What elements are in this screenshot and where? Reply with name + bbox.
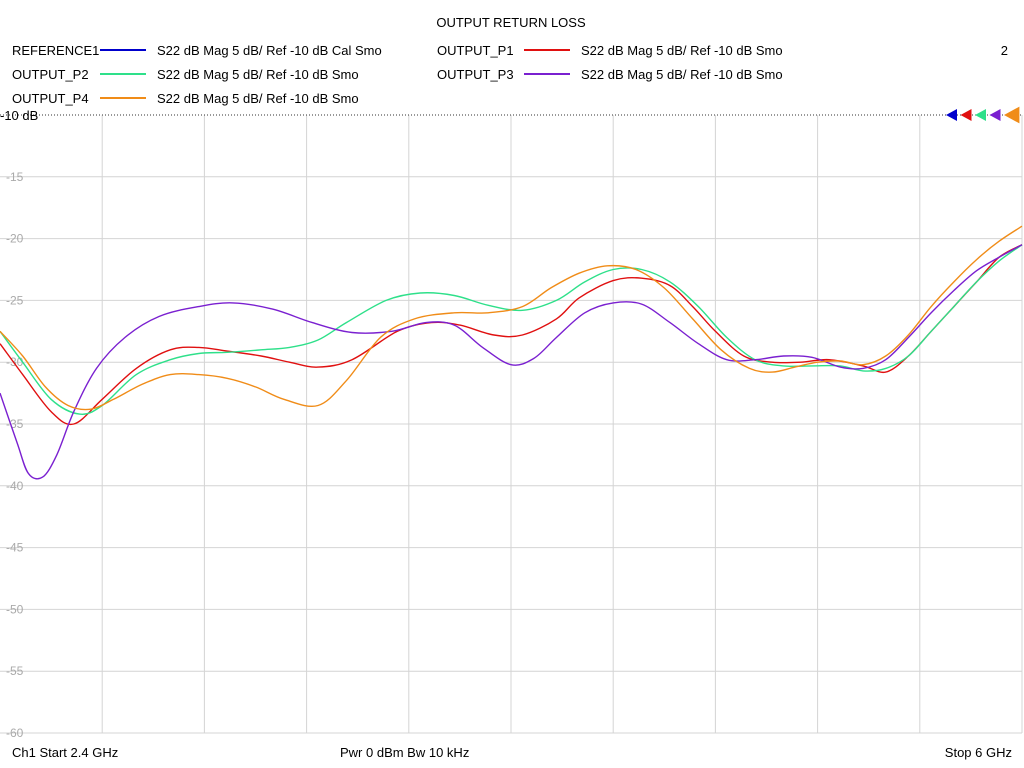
legend-entry-output-p2: OUTPUT_P2 S22 dB Mag 5 dB/ Ref -10 dB Sm… [12,67,359,82]
reference-marker-output-p1 [960,109,972,121]
legend-desc: S22 dB Mag 5 dB/ Ref -10 dB Smo [581,67,783,82]
y-tick-label: -50 [6,602,24,616]
reference-marker-output-p4 [1004,106,1020,124]
y-tick-label: -55 [6,664,24,678]
y-tick-label: -40 [6,479,24,493]
legend-name: OUTPUT_P1 [437,43,514,58]
reference-marker-reference1 [946,109,957,121]
footer-start: Ch1 Start 2.4 GHz [12,745,118,760]
y-tick-label: -20 [6,232,24,246]
reference-marker-output-p3 [989,109,1001,121]
legend-name: REFERENCE1 [12,43,99,58]
legend-name: OUTPUT_P4 [12,91,89,106]
plot-grid [0,115,1023,734]
footer-stop: Stop 6 GHz [945,745,1012,760]
y-tick-label: -30 [6,355,24,369]
footer-power-bandwidth: Pwr 0 dBm Bw 10 kHz [340,745,469,760]
footer: Ch1 Start 2.4 GHz Pwr 0 dBm Bw 10 kHz St… [12,745,1012,760]
legend-desc: S22 dB Mag 5 dB/ Ref -10 dB Smo [157,67,359,82]
legend-name: OUTPUT_P3 [437,67,514,82]
marker-number: 2 [1001,43,1008,58]
legend-desc: S22 dB Mag 5 dB/ Ref -10 dB Smo [581,43,783,58]
legend-desc: S22 dB Mag 5 dB/ Ref -10 dB Smo [157,91,359,106]
y-tick-labels: -15 -20 -25 -30 -35 -40 -45 -50 -55 -60 [6,170,24,740]
trace-output-p3 [0,244,1023,480]
y-tick-label: -60 [6,726,24,740]
y-tick-label: -15 [6,170,24,184]
legend-name: OUTPUT_P2 [12,67,89,82]
trace-output-p1 [0,244,1023,426]
legend-desc: S22 dB Mag 5 dB/ Ref -10 dB Cal Smo [157,43,382,58]
traces [0,225,1023,480]
trace-output-p2 [0,244,1023,415]
y-tick-label: -25 [6,293,24,307]
legend-entry-output-p1: OUTPUT_P1 S22 dB Mag 5 dB/ Ref -10 dB Sm… [437,43,783,58]
chart-title: OUTPUT RETURN LOSS [436,15,586,30]
reference-markers [946,106,1020,124]
y-tick-label: -45 [6,541,24,555]
legend-entry-output-p4: OUTPUT_P4 S22 dB Mag 5 dB/ Ref -10 dB Sm… [12,91,359,106]
legend: REFERENCE1 S22 dB Mag 5 dB/ Ref -10 dB C… [12,43,783,106]
trace-output-p4 [0,225,1023,411]
legend-entry-output-p3: OUTPUT_P3 S22 dB Mag 5 dB/ Ref -10 dB Sm… [437,67,783,82]
reference-level-label: -10 dB [0,108,38,123]
reference-marker-output-p2 [975,109,986,121]
y-tick-label: -35 [6,417,24,431]
legend-entry-reference1: REFERENCE1 S22 dB Mag 5 dB/ Ref -10 dB C… [12,43,382,58]
